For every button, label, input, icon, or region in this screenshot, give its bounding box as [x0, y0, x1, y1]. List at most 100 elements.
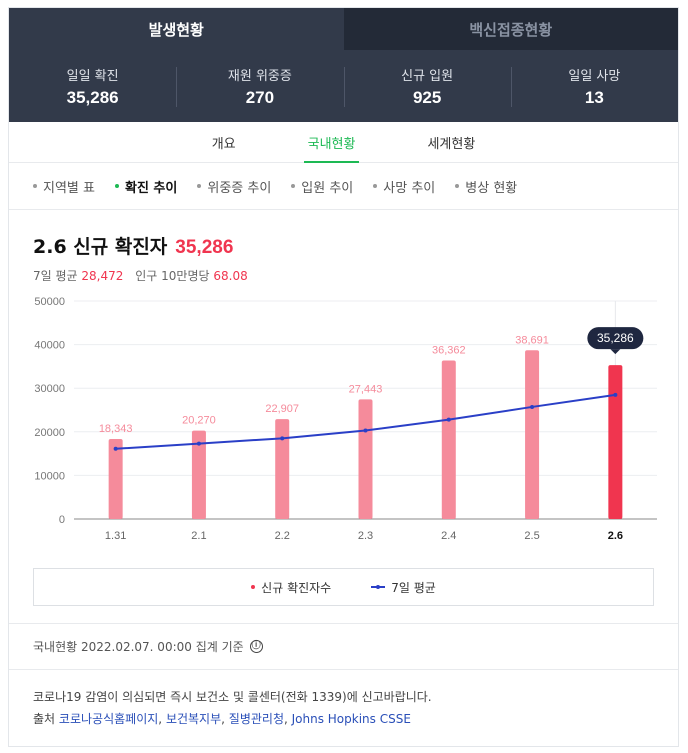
legend-label: 신규 확진자수: [261, 580, 332, 595]
bar: [608, 365, 623, 519]
bar: [108, 439, 123, 519]
avg-point: [196, 441, 201, 446]
chart-title-text: 2.6 신규 확진자: [33, 236, 168, 258]
stat-value: 925: [412, 87, 442, 107]
source-link[interactable]: 보건복지부: [165, 712, 222, 726]
bullet-icon: [33, 184, 37, 188]
source-link[interactable]: Johns Hopkins CSSE: [291, 712, 411, 726]
stat-daily-deaths: 일일 사망 13: [510, 65, 678, 108]
tab-vaccination-status[interactable]: 백신접종현황: [343, 8, 678, 50]
red-dot-icon: [251, 585, 256, 589]
footer-sources: 출처 코로나공식홈페이지, 보건복지부, 질병관리청, Johns Hopkin…: [33, 712, 411, 726]
stat-label: 일일 확진: [66, 68, 119, 84]
stat-value: 35,286: [66, 87, 119, 107]
filter-label: 입원 추이: [301, 180, 354, 196]
avg-point: [530, 404, 535, 409]
bar: [275, 419, 290, 519]
filter-death-trend[interactable]: 사망 추이: [373, 177, 435, 196]
avg-point: [613, 392, 618, 397]
sub-tabs: 개요 국내현황 세계현황: [9, 122, 678, 163]
update-note: 국내현황 2022.02.07. 00:00 집계 기준 ⓘ: [9, 623, 678, 669]
source-link[interactable]: 질병관리청: [228, 712, 284, 726]
y-tick-label: 40000: [34, 340, 65, 352]
y-tick-label: 0: [59, 514, 65, 526]
line-marker-icon: [371, 585, 386, 589]
y-tick-label: 20000: [34, 427, 65, 439]
filter-admission-trend[interactable]: 입원 추이: [291, 177, 353, 196]
source-label: 출처: [33, 712, 56, 726]
filter-confirmed-trend[interactable]: 확진 추이: [114, 177, 178, 196]
tooltip-value: 35,286: [597, 331, 634, 345]
filter-bar: 지역별 표 확진 추이 위중증 추이 입원 추이 사망 추이 병상 현황: [9, 163, 678, 210]
tooltip-pointer: [610, 349, 621, 355]
filter-label: 병상 현황: [465, 180, 518, 196]
stat-label: 일일 사망: [568, 68, 621, 84]
note-text: 국내현황 2022.02.07. 00:00 집계 기준: [33, 640, 244, 654]
bar: [525, 350, 540, 519]
bar-data-label: 22,907: [265, 403, 299, 415]
avg-point: [363, 428, 368, 433]
avg-label: 7일 평균: [33, 269, 78, 283]
confirmed-cases-chart: 0 10000 20000 30000 40000 50000 18,343 1.31 20,2…: [34, 296, 657, 542]
info-icon[interactable]: ⓘ: [249, 640, 263, 653]
footer: 코로나19 감염이 의심되면 즉시 보건소 및 콜센터(전화 1339)에 신고…: [9, 669, 678, 730]
value-tooltip: [587, 327, 644, 350]
covid-status-card: 발생현황 백신접종현황 일일 확진 35,286 재원 위중증 270 신규 입…: [8, 7, 679, 747]
summary-header: 발생현황 백신접종현황 일일 확진 35,286 재원 위중증 270 신규 입…: [9, 8, 678, 122]
avg-point: [446, 417, 451, 422]
x-tick-label: 1.31: [105, 530, 126, 542]
bar-data-label: 36,362: [432, 344, 466, 356]
avg-value: 28,472: [81, 269, 124, 283]
bullet-icon: [114, 184, 119, 188]
filter-label: 확진 추이: [124, 180, 178, 196]
filter-critical-trend[interactable]: 위중증 추이: [197, 177, 271, 196]
chart-title-value: 35,286: [175, 237, 234, 258]
stat-critical: 재원 위중증 270: [176, 65, 343, 108]
filter-label: 위중증 추이: [207, 180, 272, 196]
bar: [191, 430, 206, 519]
source-link[interactable]: 코로나공식홈페이지: [58, 712, 159, 726]
legend-label: 7일 평균: [391, 580, 436, 595]
tab-outbreak-status[interactable]: 발생현황: [9, 8, 344, 50]
legend-item-confirmed[interactable]: 신규 확진자수: [251, 579, 331, 596]
chart-legend: 신규 확진자수 7일 평균: [33, 568, 654, 606]
tab-overview[interactable]: 개요: [211, 136, 236, 152]
filter-label: 사망 추이: [383, 180, 436, 196]
bar-data-label: 38,691: [515, 334, 549, 346]
bar: [441, 360, 456, 519]
stat-new-admissions: 신규 입원 925: [343, 65, 511, 108]
bar: [358, 399, 373, 519]
footer-notice: 코로나19 감염이 의심되면 즉시 보건소 및 콜센터(전화 1339)에 신고…: [33, 690, 432, 704]
bullet-icon: [291, 184, 296, 188]
x-tick-label: 2.4: [441, 530, 456, 542]
x-tick-label: 2.1: [191, 530, 206, 542]
x-tick-label: 2.2: [275, 530, 290, 542]
legend-item-7day-avg[interactable]: 7일 평균: [371, 579, 436, 596]
stat-value: 270: [245, 87, 275, 107]
stat-value: 13: [584, 87, 604, 107]
x-tick-label: 2.6: [608, 530, 623, 542]
tab-world[interactable]: 세계현황: [427, 136, 476, 152]
stat-label: 신규 입원: [401, 68, 454, 84]
y-tick-label: 50000: [34, 296, 65, 308]
chart-header: 2.6 신규 확진자 35,286 7일 평균 28,472 인구 10만명당 6…: [9, 210, 678, 284]
tab-domestic[interactable]: 국내현황: [303, 122, 360, 163]
main-tabs: 발생현황 백신접종현황: [9, 8, 678, 50]
filter-region-table[interactable]: 지역별 표: [33, 177, 95, 196]
x-tick-label: 2.3: [358, 530, 373, 542]
bar-data-label: 18,343: [99, 423, 133, 435]
bullet-icon: [197, 184, 202, 188]
bar-data-label: 20,270: [182, 415, 216, 427]
filter-bed-status[interactable]: 병상 현황: [455, 177, 517, 196]
chart-subtitle: 7일 평균 28,472 인구 10만명당 68.08: [33, 267, 678, 284]
y-tick-label: 30000: [34, 383, 65, 395]
bullet-icon: [455, 184, 460, 188]
stat-label: 재원 위중증: [227, 68, 292, 84]
bullet-icon: [373, 184, 378, 188]
avg-point: [280, 436, 285, 441]
per-capita-label: 인구 10만명당: [135, 269, 210, 283]
filter-label: 지역별 표: [43, 180, 95, 196]
avg-point: [113, 446, 118, 451]
stats-row: 일일 확진 35,286 재원 위중증 270 신규 입원 925 일일 사망 …: [9, 50, 678, 122]
per-capita-value: 68.08: [213, 269, 248, 283]
